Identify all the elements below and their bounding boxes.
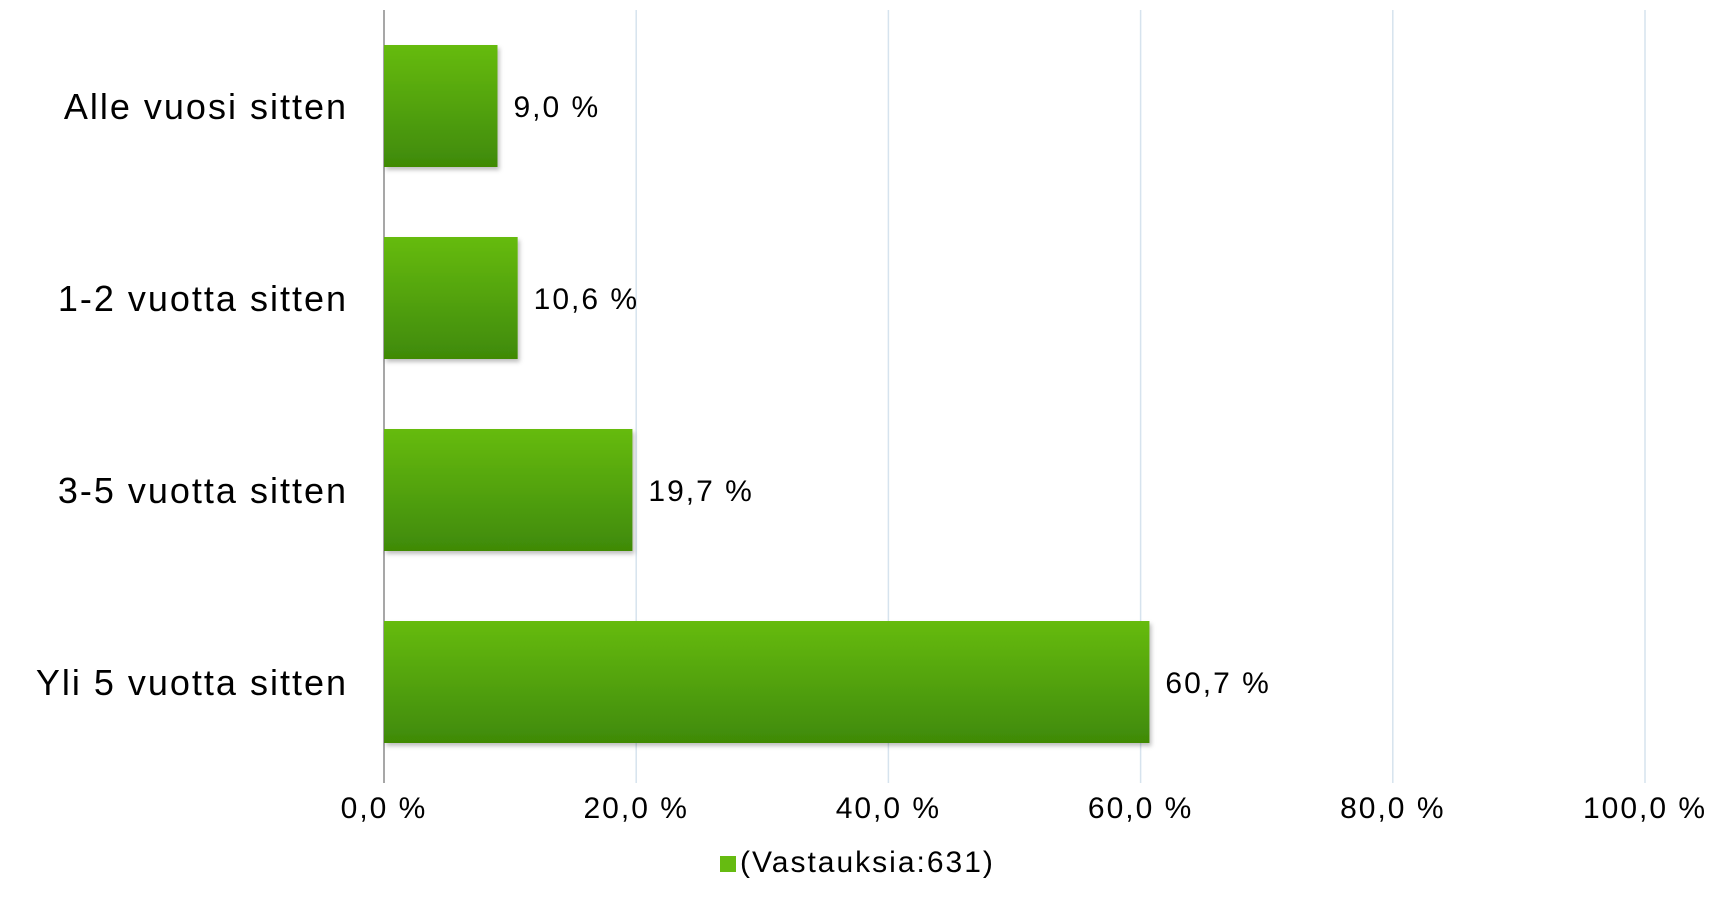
legend-label: (Vastauksia:631) — [740, 846, 995, 879]
data-label: 9,0 % — [513, 91, 600, 124]
category-label: Alle vuosi sitten — [64, 86, 348, 127]
bar — [384, 621, 1150, 743]
bar — [384, 237, 518, 359]
bars — [384, 45, 1150, 743]
category-label: Yli 5 vuotta sitten — [36, 662, 348, 703]
x-tick-label: 0,0 % — [341, 792, 428, 825]
x-tick-label: 40,0 % — [836, 792, 941, 825]
legend-swatch — [720, 856, 736, 872]
bar — [384, 45, 498, 167]
bar — [384, 429, 633, 551]
data-label: 19,7 % — [648, 475, 753, 508]
x-tick-label: 100,0 % — [1583, 792, 1707, 825]
data-label: 60,7 % — [1165, 667, 1270, 700]
x-tick-label: 20,0 % — [583, 792, 688, 825]
labels: 0,0 % 20,0 % 40,0 % 60,0 % 80,0 % 100,0 % Alle… — [36, 86, 1707, 825]
category-label: 3-5 vuotta sitten — [58, 470, 348, 511]
x-tick-label: 80,0 % — [1340, 792, 1445, 825]
legend: (Vastauksia:631) — [720, 846, 995, 879]
data-label: 10,6 % — [534, 283, 639, 316]
category-label: 1-2 vuotta sitten — [58, 278, 348, 319]
x-tick-label: 60,0 % — [1088, 792, 1193, 825]
